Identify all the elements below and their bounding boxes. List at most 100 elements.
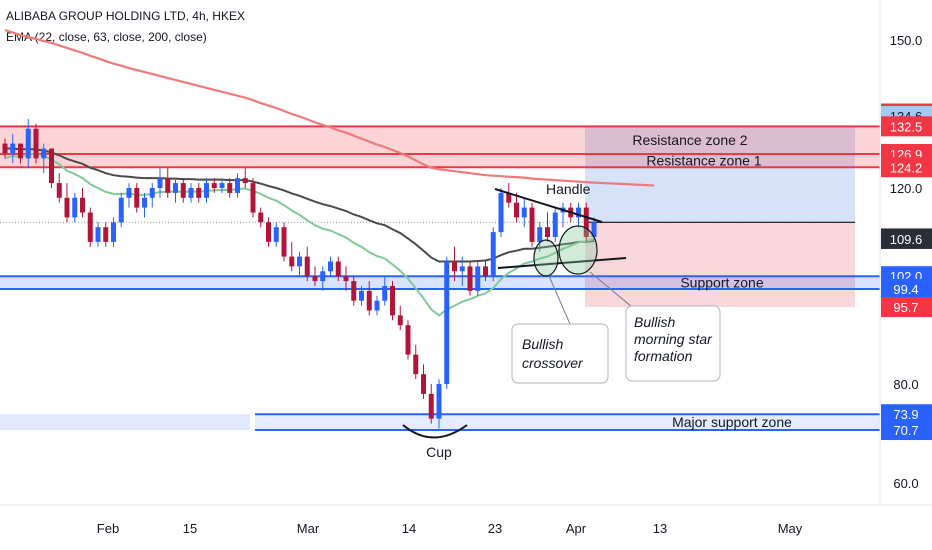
candle-body bbox=[335, 261, 341, 277]
candle-body bbox=[421, 374, 426, 394]
zone-label: Support zone bbox=[680, 275, 763, 291]
candle-body bbox=[72, 197, 78, 218]
candle-body bbox=[242, 178, 248, 184]
candle-body bbox=[359, 290, 364, 301]
candle-body bbox=[304, 256, 310, 277]
projection-stop-area bbox=[585, 222, 855, 308]
price-badge-label: 109.6 bbox=[890, 232, 923, 247]
candle-body bbox=[382, 286, 388, 301]
candle-body bbox=[366, 290, 372, 311]
cup-label: Cup bbox=[426, 444, 452, 460]
price-tick-label: 120.0 bbox=[890, 181, 923, 196]
candle-body bbox=[289, 256, 295, 267]
candle-body bbox=[258, 212, 264, 223]
candle-body bbox=[273, 227, 279, 242]
time-tick-label: Mar bbox=[297, 521, 320, 536]
projection-layer bbox=[0, 126, 855, 308]
candle-body bbox=[483, 266, 488, 277]
candle-body bbox=[126, 188, 132, 198]
ema-22-line bbox=[4, 152, 595, 317]
callout-connector bbox=[589, 271, 639, 313]
time-tick-label: Apr bbox=[566, 521, 587, 536]
candle-body bbox=[514, 202, 519, 218]
morning-star-highlight bbox=[558, 225, 598, 275]
price-badge bbox=[881, 157, 932, 178]
ema-200-line bbox=[4, 29, 655, 187]
zone-box bbox=[255, 414, 880, 431]
time-tick-label: 23 bbox=[488, 521, 502, 536]
morning-star-callout-text: formation bbox=[634, 348, 693, 364]
candle-body bbox=[405, 325, 411, 355]
candle-body bbox=[436, 384, 442, 419]
candle-body bbox=[498, 192, 504, 233]
candle-body bbox=[142, 197, 147, 208]
candle-body bbox=[250, 183, 256, 213]
chart-title: ALIBABA GROUP HOLDING LTD, 4h, HKEX bbox=[6, 9, 245, 23]
price-tick-label: 80.0 bbox=[893, 377, 918, 392]
candle-body bbox=[459, 266, 465, 272]
cup-arc bbox=[402, 424, 468, 439]
price-badge bbox=[881, 228, 932, 249]
price-tick-label: 60.0 bbox=[893, 476, 918, 491]
crossover-callout-text: Bullish bbox=[522, 336, 563, 352]
candle-body bbox=[18, 143, 23, 159]
zone-box bbox=[0, 414, 250, 431]
time-tick-label: 14 bbox=[402, 521, 416, 536]
price-badge-label: 70.7 bbox=[893, 423, 918, 438]
candle-body bbox=[180, 183, 186, 198]
candle-body bbox=[428, 393, 434, 419]
zone-box bbox=[0, 153, 880, 168]
candle-body bbox=[529, 207, 535, 242]
crossover-callout-text: crossover bbox=[522, 355, 584, 371]
candle-body bbox=[157, 178, 163, 188]
candle-body bbox=[475, 266, 481, 291]
candle-body bbox=[351, 281, 357, 301]
candle-body bbox=[328, 261, 333, 272]
price-badge-label: 99.4 bbox=[893, 282, 918, 297]
candles-layer bbox=[2, 118, 597, 429]
candle-body bbox=[390, 286, 395, 316]
candle-body bbox=[103, 227, 109, 242]
candle-body bbox=[320, 271, 326, 282]
candle-body bbox=[149, 188, 155, 198]
time-tick-label: Feb bbox=[97, 521, 119, 536]
candle-body bbox=[188, 188, 194, 198]
price-badge bbox=[881, 420, 932, 441]
price-badge bbox=[881, 116, 932, 137]
handle-label: Handle bbox=[546, 181, 591, 197]
zone-label: Major support zone bbox=[672, 414, 792, 430]
price-badge-label: 73.9 bbox=[893, 407, 918, 422]
candle-body bbox=[467, 266, 473, 291]
candle-body bbox=[281, 227, 287, 257]
morning-star-callout-text: morning star bbox=[634, 331, 713, 347]
price-badge bbox=[881, 297, 932, 318]
candle-body bbox=[41, 148, 47, 159]
price-badge bbox=[881, 404, 932, 425]
candle-body bbox=[521, 207, 527, 218]
candle-body bbox=[452, 261, 457, 272]
candle-body bbox=[33, 128, 39, 159]
ema-layer bbox=[4, 29, 655, 317]
candle-body bbox=[227, 183, 233, 193]
price-tick-label: 150.0 bbox=[890, 33, 923, 48]
candle-body bbox=[134, 188, 140, 208]
candle-body bbox=[266, 222, 271, 242]
annotations-layer: HandleCupBullishcrossoverBullishmorning … bbox=[426, 181, 721, 460]
candle-body bbox=[173, 183, 178, 193]
candle-body bbox=[165, 178, 171, 193]
zone-label: Resistance zone 2 bbox=[632, 132, 747, 148]
candle-body bbox=[506, 192, 512, 203]
candle-body bbox=[118, 197, 124, 223]
candle-body bbox=[25, 128, 31, 159]
candle-body bbox=[111, 222, 116, 242]
indicator-legend: EMA (22, close, 63, close, 200, close) bbox=[6, 30, 207, 44]
candle-body bbox=[10, 143, 16, 154]
candle-body bbox=[545, 227, 550, 237]
candle-body bbox=[211, 183, 217, 188]
price-badge bbox=[881, 278, 932, 299]
morning-star-callout-text: Bullish bbox=[634, 314, 675, 330]
price-badge-label: 124.2 bbox=[890, 160, 923, 175]
candle-body bbox=[312, 276, 318, 282]
